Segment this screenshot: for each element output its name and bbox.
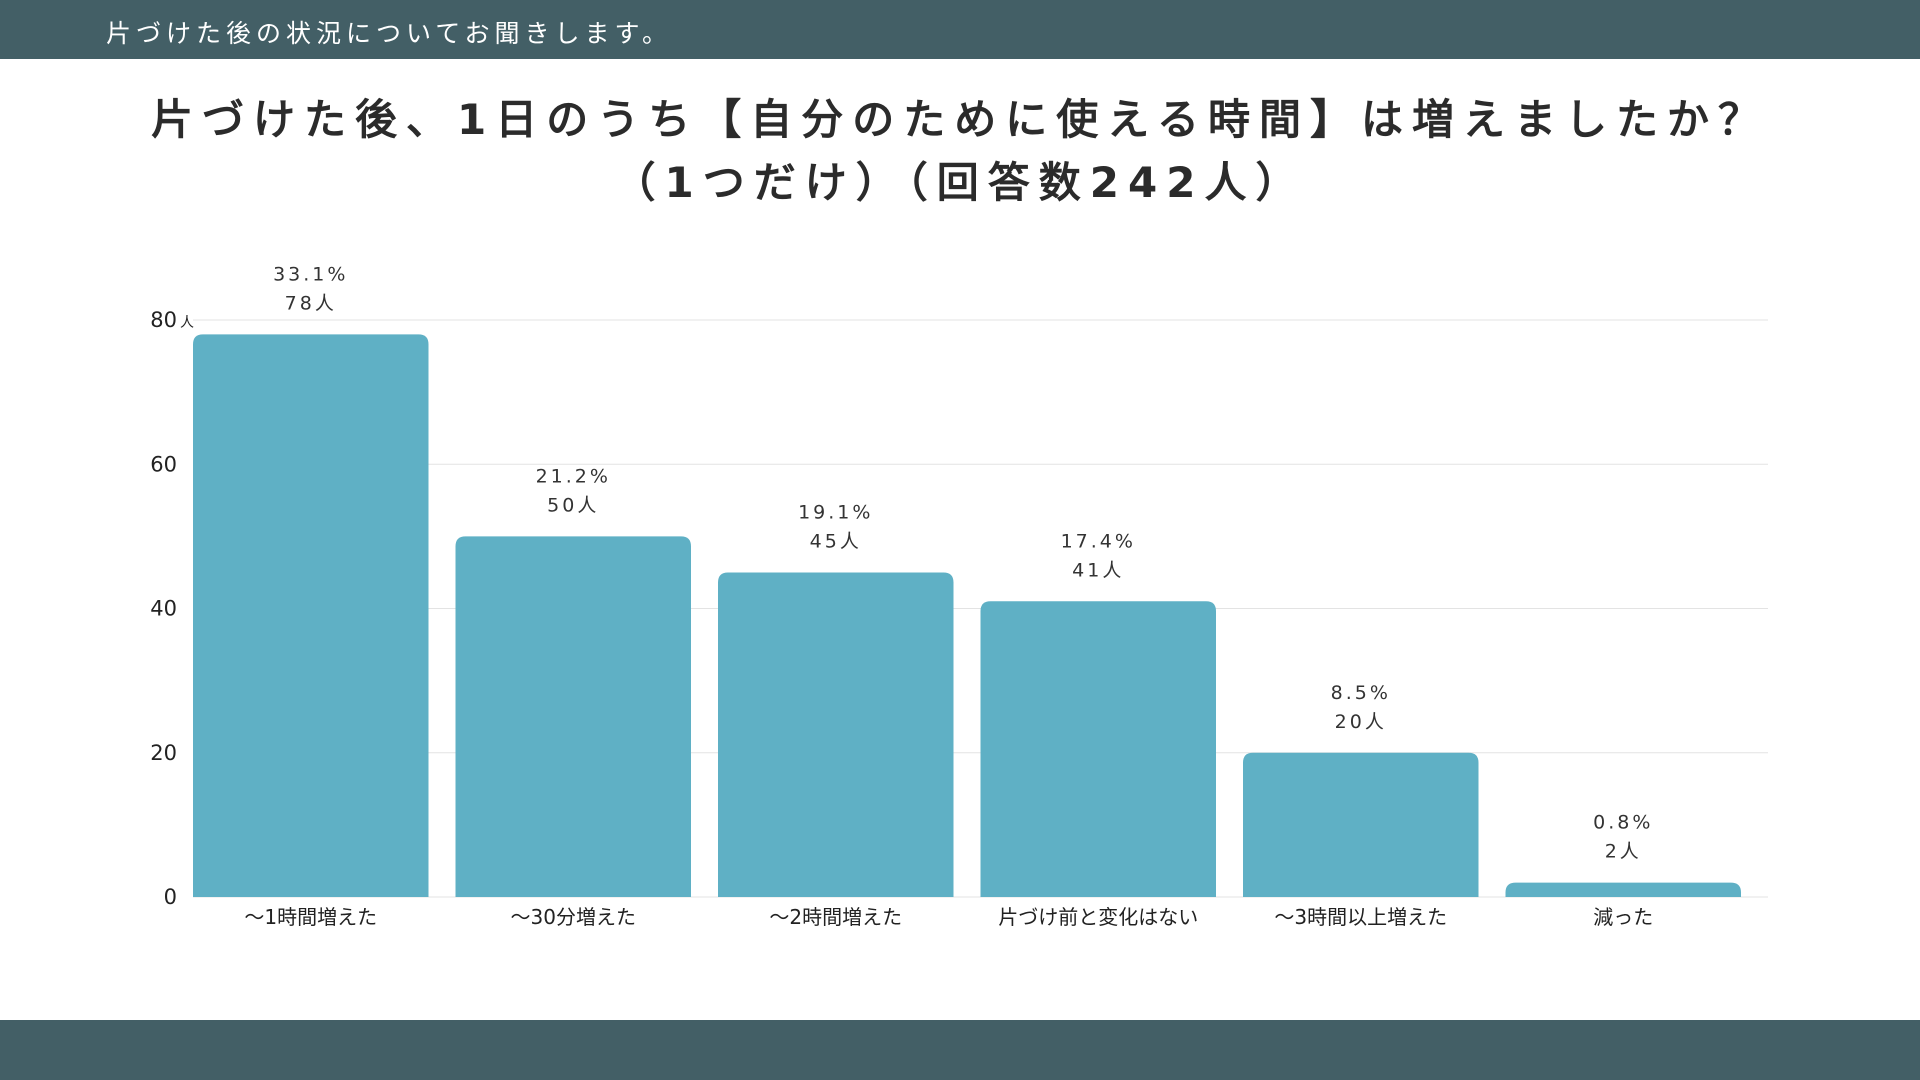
x-category-label: 〜2時間増えた [769, 905, 902, 929]
chart-title: 片づけた後、1日のうち【自分のために使える時間】は増えましたか？ （1つだけ）（… [0, 88, 1920, 214]
y-tick-label: 60 [150, 452, 177, 476]
data-label-count: 50人 [547, 494, 599, 516]
header-subtitle: 片づけた後の状況についてお聞きします。 [106, 19, 673, 48]
y-tick-label: 0 [164, 885, 177, 909]
y-unit-label: 人 [180, 315, 194, 331]
data-label-percent: 21.2% [536, 465, 611, 487]
bar [193, 334, 429, 897]
y-tick-label: 20 [150, 741, 177, 765]
data-label-count: 45人 [810, 530, 862, 552]
data-label-count: 41人 [1072, 559, 1124, 581]
data-label-count: 2人 [1605, 841, 1642, 863]
data-label-percent: 33.1% [273, 263, 348, 285]
bar [980, 601, 1216, 897]
bar [1243, 752, 1479, 897]
chart-title-line-1: 片づけた後、1日のうち【自分のために使える時間】は増えましたか？ [151, 95, 1769, 144]
x-category-label: 減った [1593, 905, 1653, 929]
x-category-label: 〜1時間増えた [244, 905, 377, 929]
x-category-label: 片づけ前と変化はない [998, 905, 1198, 929]
data-label-percent: 19.1% [798, 501, 873, 523]
footer-band [0, 1020, 1920, 1080]
data-label-percent: 8.5% [1331, 682, 1391, 704]
x-category-label: 〜3時間以上増えた [1274, 905, 1447, 929]
bar [455, 536, 691, 897]
bar-chart: 0 20 40 60 80 人 33.1% 78人〜1時間増えた 21.2% 50人〜30分増えた… [150, 263, 1768, 929]
data-label-percent: 0.8% [1593, 812, 1653, 834]
data-label-count: 20人 [1335, 711, 1387, 733]
data-label-count: 78人 [285, 292, 337, 314]
bar [718, 572, 954, 897]
y-tick-label: 80 [150, 308, 177, 332]
bar [1505, 882, 1741, 897]
chart-title-line-2: （1つだけ）（回答数242人） [613, 158, 1307, 207]
header-band: 片づけた後の状況についてお聞きします。 [0, 0, 1920, 59]
x-category-label: 〜30分増えた [511, 905, 636, 929]
y-tick-label: 40 [150, 597, 177, 621]
data-label-percent: 17.4% [1061, 530, 1136, 552]
